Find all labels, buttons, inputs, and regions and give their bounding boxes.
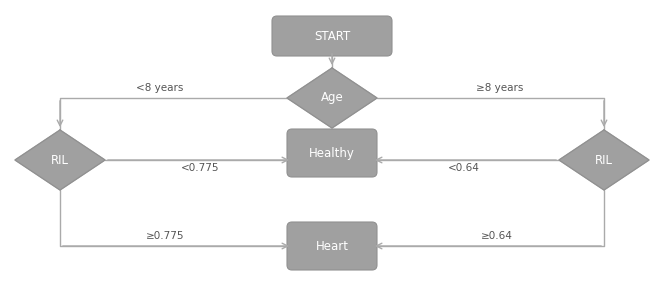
Text: Healthy: Healthy (309, 147, 355, 160)
Text: START: START (314, 30, 350, 43)
Text: <0.64: <0.64 (448, 163, 480, 173)
Text: RIL: RIL (51, 153, 69, 167)
FancyBboxPatch shape (287, 129, 377, 177)
Text: <8 years: <8 years (137, 83, 184, 93)
Polygon shape (15, 130, 105, 190)
Text: Heart: Heart (316, 240, 349, 253)
Text: RIL: RIL (595, 153, 613, 167)
Polygon shape (287, 68, 377, 128)
Text: Age: Age (321, 91, 343, 104)
Text: ≥8 years: ≥8 years (476, 83, 524, 93)
Text: <0.775: <0.775 (181, 163, 219, 173)
FancyBboxPatch shape (287, 222, 377, 270)
Polygon shape (559, 130, 649, 190)
Text: ≥0.64: ≥0.64 (481, 231, 513, 241)
Text: ≥0.775: ≥0.775 (146, 231, 184, 241)
FancyBboxPatch shape (272, 16, 392, 56)
